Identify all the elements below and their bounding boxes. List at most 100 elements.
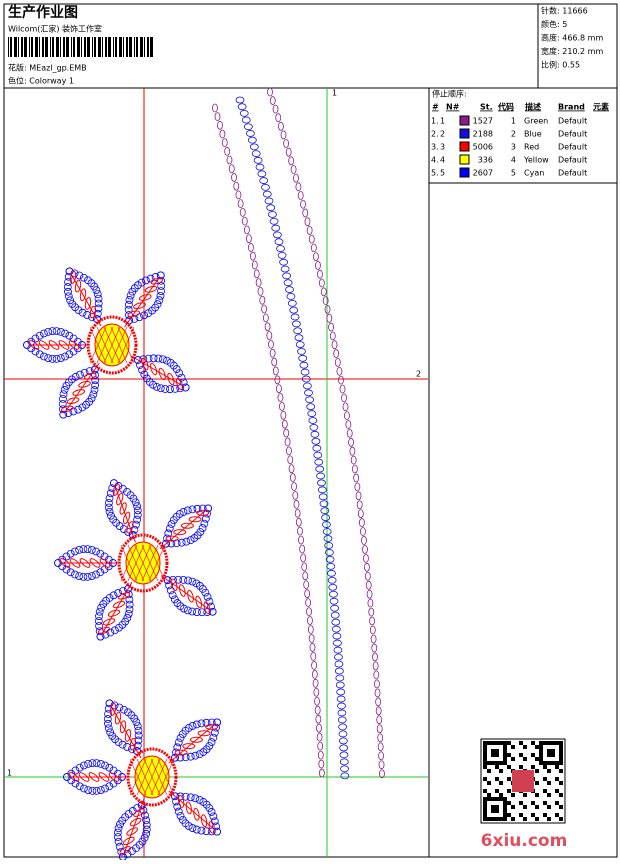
petal-loop [92, 759, 101, 768]
stitch-loop [376, 715, 383, 725]
column-header: 描述 [525, 102, 541, 112]
stitch-loop [249, 143, 259, 151]
petal-loop [83, 572, 92, 581]
stitch-loop [304, 217, 311, 227]
stitch-loop [342, 402, 349, 412]
qr-module [511, 817, 515, 821]
qr-module [495, 797, 499, 801]
stitch-loop [317, 741, 324, 751]
petal-loop [140, 370, 149, 379]
stitch-loop [279, 402, 285, 411]
row-brand: Default [558, 169, 587, 178]
stitch-loop [328, 322, 334, 332]
petal-leaf [84, 297, 92, 310]
petal-loop [161, 385, 170, 393]
qr-module [483, 745, 487, 749]
petal-loop [96, 568, 105, 577]
petal-loop [205, 804, 214, 812]
stitch-loop [341, 393, 347, 403]
stitch-loop [301, 375, 311, 383]
stitch-loop [239, 207, 246, 217]
qr-module [483, 789, 487, 793]
row-description: Cyan [524, 169, 544, 178]
stitch-loop [235, 190, 242, 200]
petal-leaf [150, 277, 164, 285]
stitch-loop [315, 714, 322, 724]
petal-loop [118, 740, 127, 749]
petal-leaf [175, 377, 184, 391]
petal-loop [197, 826, 206, 835]
qr-module [511, 757, 515, 761]
qr-module [555, 801, 559, 805]
stitch-loop [243, 123, 253, 131]
qr-module [491, 753, 495, 757]
stitch-loop [349, 446, 356, 456]
stitch-loop [257, 286, 264, 296]
petal-loop [123, 487, 131, 496]
petal-leaf [138, 294, 152, 301]
stitch-loop [369, 616, 375, 626]
stitch-loop [243, 225, 250, 235]
petal-loop [156, 291, 165, 300]
qr-module [535, 793, 539, 797]
stitch-loop [255, 163, 265, 171]
stitch-loop [374, 688, 381, 698]
petal-loop [186, 536, 195, 545]
stitch-loop [299, 544, 306, 554]
qr-module [491, 741, 495, 745]
petal-loop [186, 793, 195, 802]
petal-loop [110, 479, 118, 488]
petal-loop [107, 511, 115, 520]
swatch [459, 167, 470, 178]
stitch-loop [338, 737, 348, 745]
qr-module [503, 753, 507, 757]
qr-module [503, 757, 507, 761]
row-needle: 3 [440, 143, 445, 152]
petal-loop [92, 286, 101, 294]
qr-module [559, 769, 563, 773]
qr-module [495, 817, 499, 821]
qr-module [543, 789, 547, 793]
petal-loop [188, 505, 197, 514]
stitch-loop [305, 598, 312, 608]
stitch-loop [268, 211, 277, 218]
stitch-loop [277, 393, 284, 402]
stitch-loop [299, 361, 309, 369]
stitch-loop [319, 500, 329, 508]
stitch-loop [226, 155, 233, 165]
petal-leaf [200, 814, 208, 828]
design-file: 花版: MEazl_gp.EMB [8, 63, 87, 73]
stitch-loop [314, 705, 321, 715]
hatch [150, 758, 168, 796]
stitch-loop [297, 347, 306, 355]
row-needle: 1 [440, 117, 445, 126]
petal-leaf [68, 772, 80, 782]
stitch-loop [355, 491, 362, 501]
petal-leaf [97, 626, 111, 635]
petal-loop [172, 365, 181, 373]
bar [129, 37, 132, 57]
stitch-loop [288, 156, 295, 166]
qr-module [519, 801, 523, 805]
bar [115, 37, 117, 57]
qr-module [543, 813, 547, 817]
qr-module [535, 757, 539, 761]
petal-loop [48, 354, 57, 363]
row-stitches: 5006 [473, 143, 493, 152]
petal-leaf [112, 483, 120, 496]
petal-loop [61, 329, 69, 338]
qr-module [507, 813, 511, 817]
qr-module [559, 793, 563, 797]
petal-loop [99, 600, 108, 608]
stitch-loop [356, 500, 363, 510]
petal-loop [96, 549, 105, 558]
petal-loop [94, 299, 103, 308]
hatch [157, 758, 175, 796]
petal-loop [89, 390, 98, 399]
stitch-loop [329, 597, 339, 605]
petal-loop [153, 300, 162, 309]
petal-loop [192, 825, 201, 834]
qr-module [551, 741, 555, 745]
qr-module [551, 749, 555, 753]
petal-loop [118, 816, 127, 825]
